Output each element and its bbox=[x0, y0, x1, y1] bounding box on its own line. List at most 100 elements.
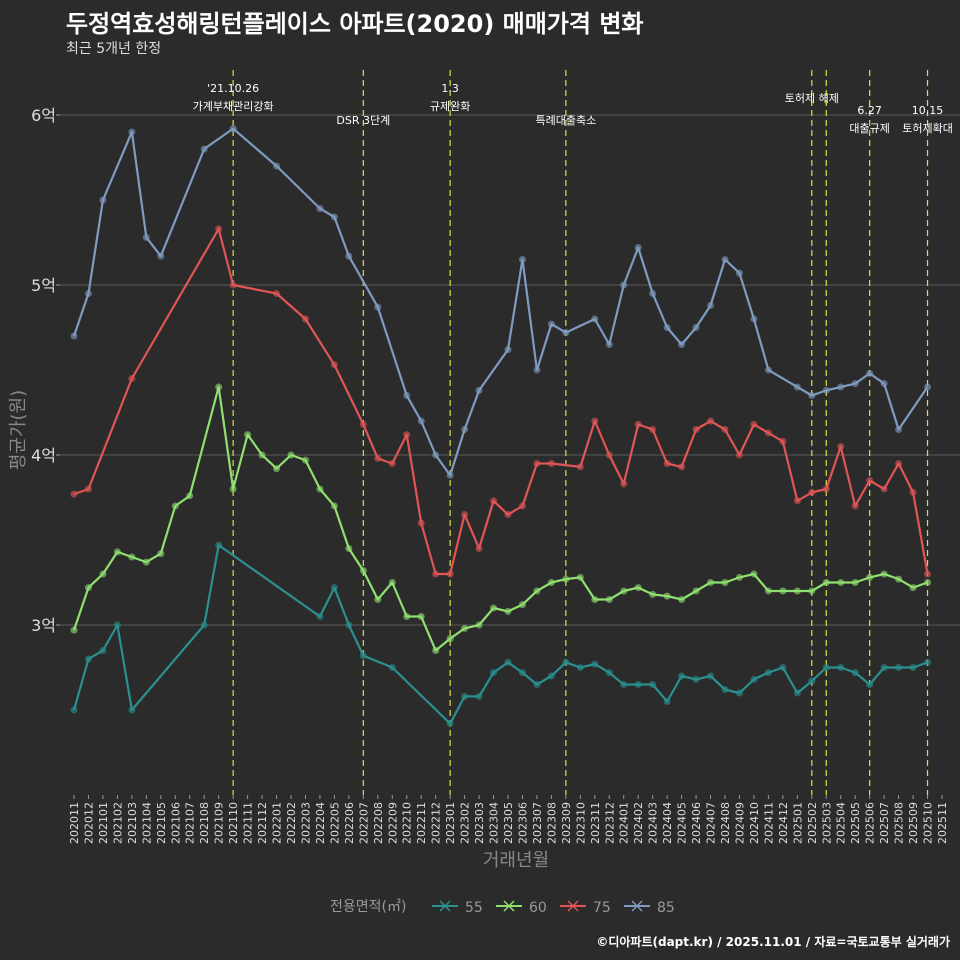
data-point-85 bbox=[157, 252, 165, 260]
data-point-60 bbox=[70, 626, 78, 634]
data-point-60 bbox=[851, 579, 859, 586]
data-point-55 bbox=[707, 672, 715, 680]
x-tick-label: 202505 bbox=[849, 802, 862, 844]
data-point-85 bbox=[620, 281, 628, 289]
data-point-55 bbox=[663, 698, 671, 705]
data-point-55 bbox=[692, 675, 700, 683]
legend-item-label: 75 bbox=[593, 900, 611, 916]
data-point-75 bbox=[475, 545, 483, 552]
event-annotation: 특례대출축소 bbox=[535, 114, 596, 127]
data-point-55 bbox=[70, 706, 78, 714]
data-point-55 bbox=[388, 664, 396, 671]
legend-swatch-x-icon bbox=[631, 900, 643, 912]
event-annotation: '21.10.26 bbox=[207, 82, 259, 95]
data-point-75 bbox=[895, 460, 903, 467]
data-point-55 bbox=[475, 692, 483, 700]
data-point-60 bbox=[244, 431, 252, 439]
x-tick-label: 202306 bbox=[516, 802, 529, 844]
data-point-75 bbox=[707, 417, 715, 425]
data-point-60 bbox=[562, 575, 570, 583]
data-point-85 bbox=[591, 315, 599, 323]
data-point-85 bbox=[562, 329, 570, 337]
data-point-55 bbox=[359, 652, 367, 660]
x-tick-label: 202312 bbox=[603, 802, 616, 844]
x-tick-label: 202508 bbox=[893, 802, 906, 844]
data-point-60 bbox=[822, 579, 830, 586]
x-tick-label: 202408 bbox=[719, 802, 732, 844]
x-tick-label: 202501 bbox=[791, 802, 804, 844]
data-point-55 bbox=[678, 672, 686, 680]
data-point-75 bbox=[533, 460, 541, 467]
x-tick-label: 202205 bbox=[328, 802, 341, 844]
data-point-55 bbox=[200, 621, 208, 629]
data-point-60 bbox=[707, 579, 715, 586]
x-tick-label: 202202 bbox=[285, 802, 298, 844]
data-point-55 bbox=[84, 655, 92, 663]
data-point-75 bbox=[273, 290, 281, 297]
x-tick-label: 202206 bbox=[343, 802, 356, 844]
data-point-75 bbox=[721, 426, 729, 433]
data-point-55 bbox=[779, 664, 787, 671]
data-point-55 bbox=[822, 664, 830, 671]
data-point-85 bbox=[70, 332, 78, 340]
data-point-60 bbox=[258, 451, 266, 459]
data-point-85 bbox=[837, 383, 845, 391]
data-point-60 bbox=[678, 596, 686, 603]
y-tick-label: 4억 bbox=[31, 446, 56, 465]
data-point-75 bbox=[215, 225, 223, 233]
legend-title: 전용면적(㎡) bbox=[330, 899, 406, 915]
x-tick-label: 202402 bbox=[632, 802, 645, 844]
data-point-85 bbox=[518, 256, 526, 263]
legend-item-label: 85 bbox=[657, 900, 675, 916]
event-annotation: 1.3 bbox=[441, 82, 459, 95]
x-tick-label: 202502 bbox=[806, 802, 819, 844]
data-point-75 bbox=[649, 426, 657, 433]
data-point-85 bbox=[547, 320, 555, 328]
data-point-55 bbox=[764, 669, 772, 677]
y-tick-label: 5억 bbox=[31, 276, 56, 295]
data-point-75 bbox=[374, 454, 382, 462]
x-tick-label: 202109 bbox=[213, 802, 226, 844]
data-point-85 bbox=[99, 196, 107, 204]
data-point-60 bbox=[186, 492, 194, 500]
x-tick-label: 202011 bbox=[68, 802, 81, 844]
data-point-85 bbox=[229, 125, 237, 133]
x-tick-label: 202207 bbox=[357, 802, 370, 844]
data-point-55 bbox=[895, 664, 903, 671]
x-tick-label: 202310 bbox=[574, 802, 587, 844]
data-point-85 bbox=[200, 145, 208, 153]
x-tick-label: 202107 bbox=[184, 802, 197, 844]
data-point-60 bbox=[547, 579, 555, 586]
data-point-85 bbox=[707, 301, 715, 309]
event-annotation: 대출규제 bbox=[849, 122, 889, 135]
data-point-60 bbox=[909, 584, 917, 592]
data-point-85 bbox=[895, 426, 903, 433]
data-point-85 bbox=[866, 369, 874, 377]
data-point-85 bbox=[417, 417, 425, 425]
data-point-75 bbox=[924, 570, 932, 578]
data-point-75 bbox=[837, 443, 845, 450]
data-point-55 bbox=[793, 689, 801, 697]
data-point-75 bbox=[504, 511, 512, 518]
data-point-55 bbox=[215, 541, 223, 549]
data-point-85 bbox=[750, 315, 758, 323]
data-point-60 bbox=[692, 587, 700, 595]
data-point-60 bbox=[461, 624, 469, 632]
x-tick-label: 202201 bbox=[271, 802, 284, 844]
data-point-75 bbox=[518, 502, 526, 510]
data-point-75 bbox=[432, 570, 440, 578]
data-point-60 bbox=[287, 451, 295, 459]
data-point-60 bbox=[345, 545, 353, 552]
x-tick-label: 202305 bbox=[502, 802, 515, 844]
data-point-60 bbox=[157, 550, 165, 558]
data-point-75 bbox=[461, 511, 469, 518]
event-annotation: 토허제 해제 bbox=[785, 91, 839, 105]
data-point-75 bbox=[490, 497, 498, 505]
data-point-55 bbox=[750, 675, 758, 683]
data-point-75 bbox=[388, 460, 396, 467]
data-point-85 bbox=[84, 290, 92, 297]
x-tick-label: 202210 bbox=[401, 802, 414, 844]
data-point-60 bbox=[388, 579, 396, 586]
event-annotation: 10.15 bbox=[912, 104, 944, 117]
